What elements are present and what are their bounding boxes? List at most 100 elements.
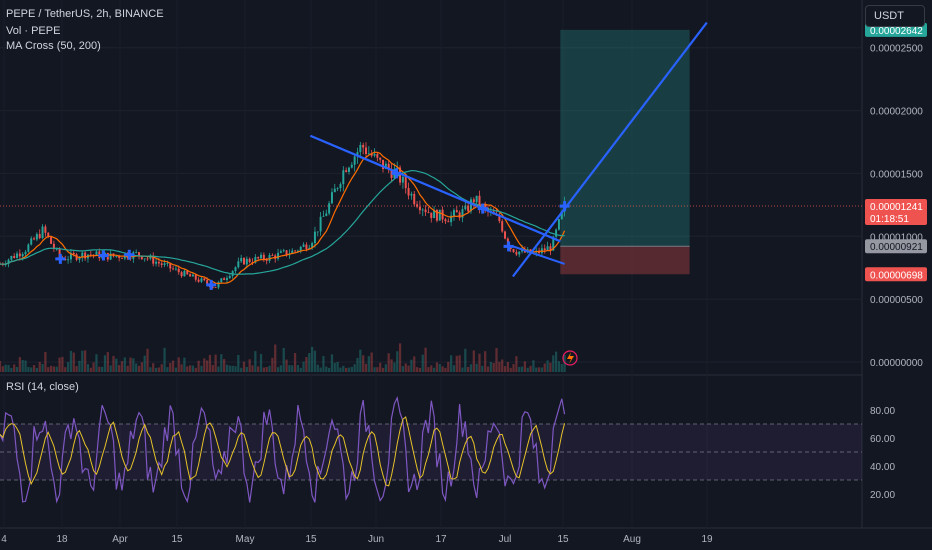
volume-bar [330,354,334,372]
volume-bar [89,367,92,372]
volume-bar [424,347,427,372]
volume-bar [38,361,41,372]
volume-bar [464,348,467,372]
volume-bar [174,367,178,372]
candle [373,153,376,156]
volume-bar [469,364,473,372]
candle [308,247,311,250]
volume-indicator-label[interactable]: Vol · PEPE [6,25,61,37]
ma-cross-indicator-label[interactable]: MA Cross (50, 200) [6,40,101,52]
volume-bar [447,361,450,372]
candle [55,248,58,250]
volume-bar [310,346,314,372]
volume-bar [154,367,158,372]
volume-bar [512,364,515,372]
candle [183,270,186,277]
candle [240,258,243,262]
candle [203,278,206,281]
volume-bar [10,367,13,372]
candle [211,286,214,288]
candle [243,258,245,265]
volume-bar [489,361,492,372]
volume-bar [217,366,220,372]
ma-cross-marker [98,250,109,261]
ma-slow-line [0,169,565,275]
volume-bar [58,357,61,372]
volume-bar [472,350,475,372]
volume-bar [441,366,444,372]
volume-bar [322,356,325,372]
volume-bar [163,347,166,372]
volume-bar [296,365,300,372]
candle [67,259,70,261]
time-tick-label: May [236,534,255,545]
candle [166,263,169,264]
candle [328,203,331,214]
rsi-indicator-label[interactable]: RSI (14, close) [6,381,79,393]
candle [342,170,345,185]
volume-bar [211,364,214,372]
candle [206,280,209,284]
volume-bar [220,354,223,372]
breakout-line [512,21,708,278]
volume-bar [32,364,36,372]
volume-bar [72,352,75,372]
candle [404,176,407,189]
time-tick-label: 15 [557,534,569,545]
volume-bar [13,364,16,372]
currency-button[interactable]: USDT [865,5,925,27]
entry-price-tag-text: 0.00000921 [870,242,923,253]
volume-bar [396,351,399,372]
candle [421,209,424,211]
candle [174,268,177,270]
candle [146,258,149,260]
candle [433,209,436,219]
candle [546,246,549,251]
volume-bar [381,367,385,372]
candle [356,152,359,157]
volume-bar [387,353,390,372]
volume-bar [186,366,189,372]
volume-bar [95,354,98,372]
volume-bar [325,366,328,372]
volume-bar [171,360,175,372]
candle [464,205,467,210]
volume-bar [75,365,78,372]
volume-bar [188,365,192,372]
volume-bar [345,367,348,372]
candle [379,157,382,160]
volume-bar [404,363,407,372]
candle [21,254,24,257]
volume-bar [271,357,274,372]
ma-cross-marker [391,168,402,179]
candle [172,268,175,270]
volume-bar [379,362,382,372]
candle [27,244,30,252]
time-tick-label: Jun [368,534,384,545]
candle [401,176,404,183]
candle [416,204,419,207]
candle [16,253,19,258]
candle [163,263,166,265]
volume-bar [546,360,549,372]
volume-bar [364,363,368,372]
time-tick-label: Apr [112,534,128,545]
candle [44,226,47,233]
volume-bar [146,348,149,372]
volume-bar [234,366,237,372]
candle [225,277,228,281]
candle [186,270,189,275]
volume-bar [41,363,44,372]
candle [339,184,342,189]
volume-bar [203,358,206,372]
candle [382,159,385,169]
volume-bar [245,366,248,372]
candle [319,216,322,232]
rsi-tick-label: 80.00 [870,406,895,417]
volume-bar [319,367,322,372]
volume-bar [237,354,240,372]
price-tick-label: 0.00001000 [870,232,923,243]
volume-bar [532,360,535,372]
candle [143,258,146,260]
